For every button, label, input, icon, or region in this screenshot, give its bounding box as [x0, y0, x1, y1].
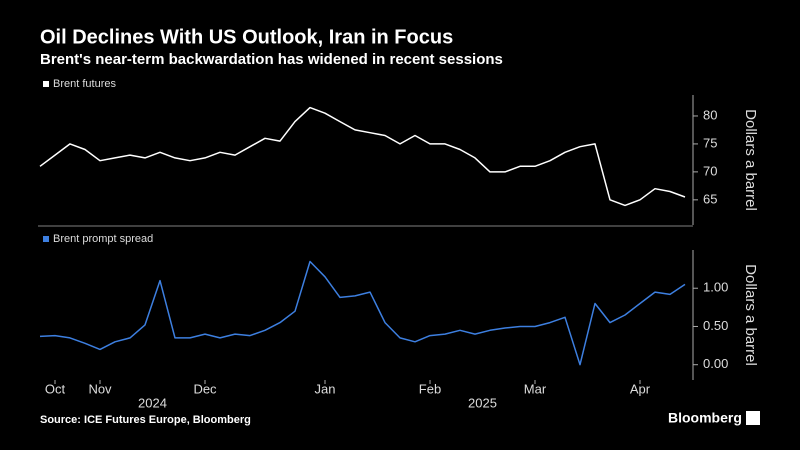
legend-label: Brent prompt spread	[53, 233, 153, 245]
y-tick-label: 75	[703, 135, 717, 150]
x-year-label: 2024	[138, 395, 167, 410]
brand: Bloomberg	[668, 410, 742, 426]
y-tick-label: 0.50	[703, 318, 728, 333]
y-tick-label: 70	[703, 163, 717, 178]
legend-label: Brent futures	[53, 78, 116, 90]
x-tick-label: Mar	[524, 381, 547, 396]
x-year-label: 2025	[468, 395, 497, 410]
x-tick-label: Feb	[419, 381, 441, 396]
chart-title: Oil Declines With US Outlook, Iran in Fo…	[40, 26, 453, 48]
y-tick-label: 1.00	[703, 280, 728, 295]
source: Source: ICE Futures Europe, Bloomberg	[40, 414, 251, 426]
legend-swatch	[43, 81, 49, 87]
x-tick-label: Dec	[193, 381, 217, 396]
x-tick-label: Jan	[315, 381, 336, 396]
x-tick-label: Apr	[630, 381, 651, 396]
y-tick-label: 65	[703, 191, 717, 206]
y-tick-label: 0.00	[703, 356, 728, 371]
series-line	[39, 260, 686, 366]
y-axis-label: Dollars a barrel	[742, 264, 759, 366]
y-tick-label: 80	[703, 107, 717, 122]
series-line	[39, 106, 686, 207]
x-tick-label: Oct	[45, 381, 66, 396]
y-axis-label: Dollars a barrel	[742, 109, 759, 211]
x-tick-label: Nov	[88, 381, 112, 396]
legend-swatch	[43, 236, 49, 242]
brand-icon	[746, 411, 760, 425]
chart-subtitle: Brent's near-term backwardation has wide…	[40, 51, 503, 68]
